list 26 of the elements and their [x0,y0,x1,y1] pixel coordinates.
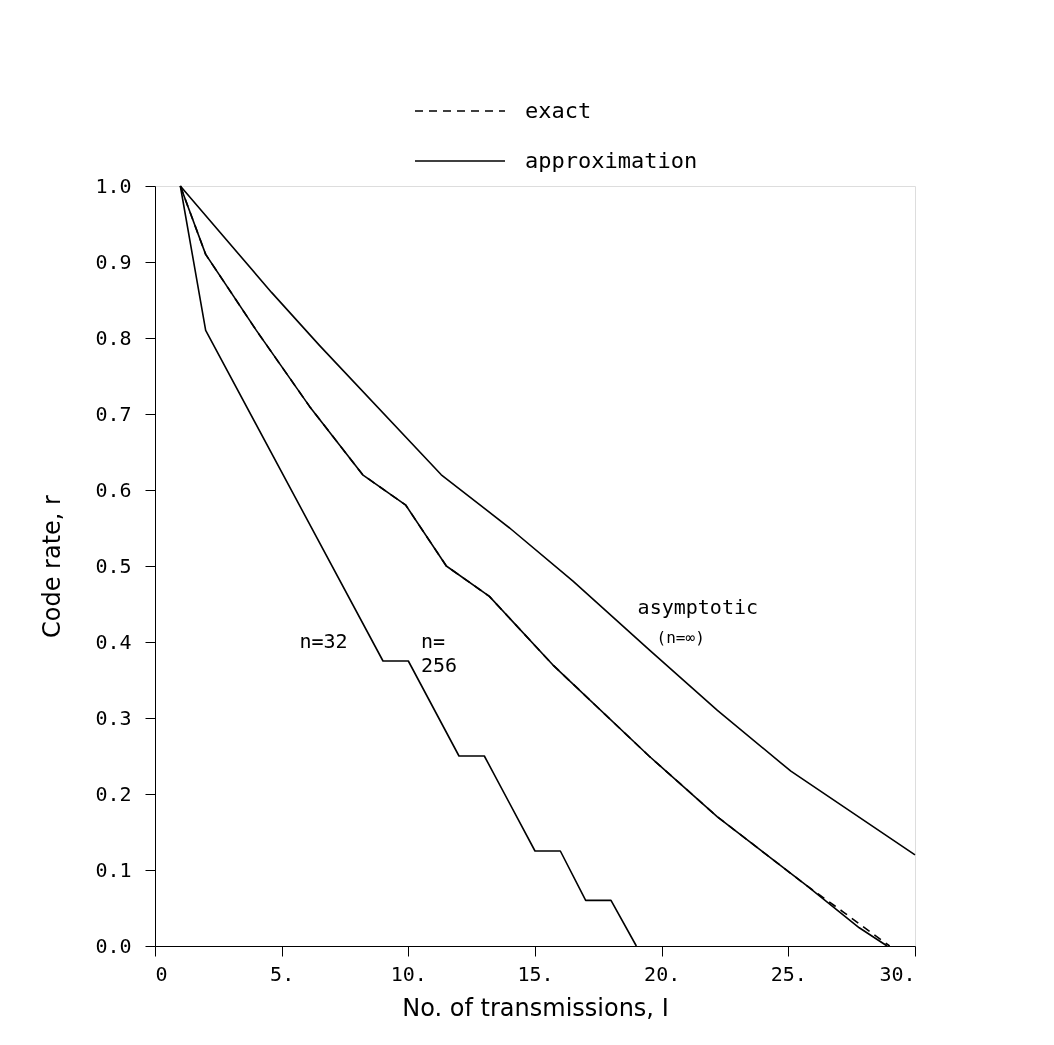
y-tick-label: 0.3 [95,705,132,730]
y-tick-label: 0.1 [95,857,132,882]
annotation: n=32 [299,629,348,653]
y-tick-label: 0.6 [95,477,132,502]
x-tick-label: 10. [390,961,427,986]
x-tick-label: 0 [155,961,168,986]
y-tick-label: 0.8 [95,325,132,350]
legend-label: approximation [525,148,698,173]
x-tick-label: 30. [879,961,916,986]
y-tick-label: 0.2 [95,781,132,806]
y-tick-label: 0.0 [95,933,132,958]
annotation: n= 256 [421,629,458,677]
y-tick-label: 1.0 [95,173,132,198]
y-tick-label: 0.4 [95,629,132,654]
legend-label: exact [525,98,592,123]
x-tick-label: 25. [770,961,807,986]
y-tick-label: 0.7 [95,401,132,426]
x-tick-label: 5. [270,961,295,986]
y-tick-label: 0.9 [95,249,132,274]
x-axis-title: No. of transmissions, I [402,993,669,1022]
annotation: (n=∞) [656,628,705,648]
y-axis-title: Code rate, r [38,494,67,638]
annotation: asymptotic [637,594,759,619]
x-tick-label: 20. [644,961,681,986]
x-tick-label: 15. [517,961,554,986]
y-tick-label: 0.5 [95,553,132,578]
